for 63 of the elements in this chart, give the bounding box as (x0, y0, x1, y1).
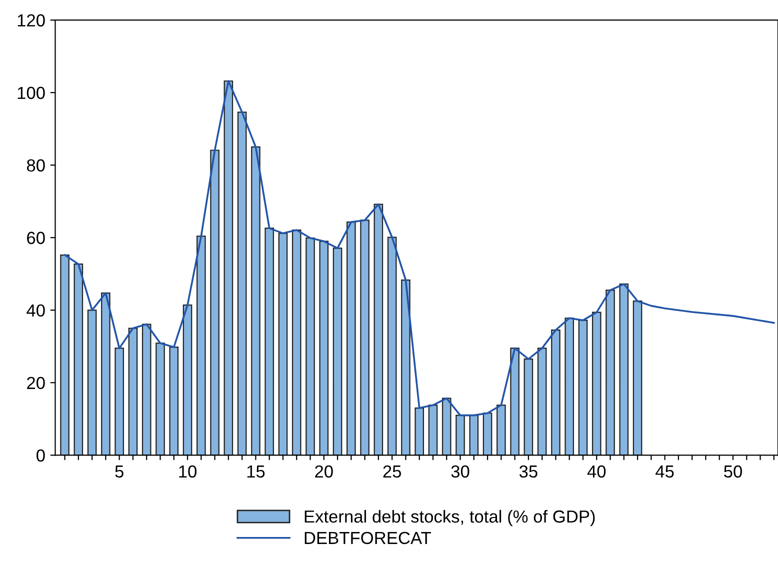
y-tick-label: 120 (18, 14, 45, 27)
line-series (64, 80, 775, 416)
legend-label: DEBTFORECAT (304, 532, 432, 544)
bar (237, 112, 247, 456)
bar (156, 342, 165, 456)
bar (469, 414, 479, 456)
bar (264, 228, 274, 456)
bar (251, 146, 260, 456)
bar (442, 398, 452, 456)
bar (360, 220, 370, 456)
bar (387, 236, 397, 456)
bar (224, 80, 234, 456)
bar (101, 292, 110, 456)
x-tick-label: 25 (383, 465, 401, 478)
y-tick-label: 20 (27, 376, 45, 390)
x-tick-label: 45 (656, 466, 674, 478)
x-tick-label: 40 (587, 465, 606, 478)
bar (401, 280, 410, 456)
bar (456, 414, 465, 456)
bar (60, 254, 70, 456)
bar (87, 310, 97, 456)
x-tick-label: 30 (451, 465, 470, 478)
bar (196, 236, 206, 456)
bar (632, 300, 642, 456)
bar (592, 312, 602, 456)
bar (606, 290, 615, 456)
bar (564, 318, 574, 456)
bar (524, 358, 534, 456)
legend-label: External debt stocks, total (% of GDP) (304, 510, 595, 526)
bar (346, 221, 356, 456)
bar (292, 229, 302, 456)
y-tick-label: 40 (26, 304, 45, 317)
bar (578, 320, 588, 456)
bar (210, 150, 220, 456)
bar (551, 330, 560, 456)
bar (182, 304, 192, 456)
x-tick-label: 20 (315, 465, 333, 478)
bar (496, 404, 506, 456)
x-tick-label: 35 (519, 465, 538, 478)
y-tick-label: 60 (27, 232, 45, 244)
x-tick-label: 15 (247, 466, 265, 478)
bar (414, 407, 424, 456)
bar (482, 412, 492, 456)
y-tick-label: 80 (26, 159, 45, 172)
bar (278, 232, 288, 456)
bar (306, 237, 315, 456)
bar (114, 348, 124, 456)
y-tick-label: 100 (18, 86, 45, 100)
bar (319, 240, 329, 456)
bar (374, 204, 384, 456)
y-tick-label: 0 (36, 449, 45, 462)
x-tick-label: 10 (179, 465, 196, 478)
bar (428, 404, 438, 456)
bar (169, 346, 179, 456)
bar (74, 264, 84, 456)
bar (510, 348, 520, 456)
bar (142, 324, 152, 456)
bar (332, 248, 342, 456)
bar (619, 283, 629, 456)
x-tick-label: 50 (724, 465, 742, 478)
x-tick-label: 5 (115, 466, 124, 478)
bar (128, 328, 138, 456)
bar (537, 348, 547, 456)
